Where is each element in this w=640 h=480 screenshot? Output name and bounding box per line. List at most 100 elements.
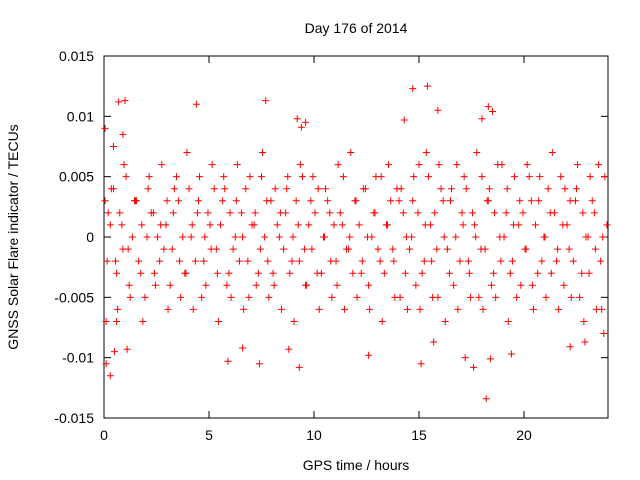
data-point <box>269 269 277 277</box>
data-point <box>450 281 458 289</box>
data-point <box>166 281 174 289</box>
data-point <box>506 269 514 277</box>
data-point <box>566 343 574 351</box>
data-point <box>115 98 123 106</box>
data-point <box>102 317 110 325</box>
data-point <box>259 149 267 157</box>
data-point <box>453 161 461 169</box>
data-point <box>542 293 550 301</box>
data-point <box>111 348 118 356</box>
data-point <box>378 317 386 325</box>
data-point <box>497 257 505 265</box>
data-point <box>120 161 128 169</box>
data-point <box>434 106 442 114</box>
data-point <box>516 197 524 205</box>
data-point <box>528 281 536 289</box>
data-point <box>559 221 567 229</box>
data-point <box>226 209 234 217</box>
y-tick-label: -0.005 <box>54 289 94 305</box>
data-point <box>250 221 258 229</box>
data-point <box>294 221 302 229</box>
data-point <box>256 245 264 253</box>
data-point <box>332 257 340 265</box>
y-tick-label: 0.015 <box>59 48 94 64</box>
data-point <box>475 293 483 301</box>
data-point <box>440 233 448 241</box>
data-point <box>469 209 477 217</box>
data-point <box>389 245 397 253</box>
data-point <box>452 233 460 241</box>
data-point <box>289 233 297 241</box>
y-tick-label: 0.005 <box>59 169 94 185</box>
data-point <box>422 149 430 157</box>
data-point <box>366 305 374 313</box>
data-point <box>553 257 561 265</box>
data-point <box>420 257 428 265</box>
data-point <box>231 233 239 241</box>
data-point <box>376 257 384 265</box>
data-point <box>470 363 478 371</box>
data-point <box>297 123 305 131</box>
data-point <box>517 281 525 289</box>
data-point <box>217 221 225 229</box>
data-point <box>107 185 115 193</box>
data-point <box>498 161 506 169</box>
data-point <box>428 257 436 265</box>
data-point <box>296 161 304 169</box>
data-point <box>580 317 588 325</box>
data-point <box>202 281 210 289</box>
data-point <box>459 221 467 229</box>
data-point <box>285 345 293 353</box>
data-point <box>433 245 441 253</box>
data-point <box>313 269 321 277</box>
data-point <box>261 233 269 241</box>
data-point <box>447 197 454 205</box>
data-point <box>403 305 411 313</box>
data-point <box>540 233 548 241</box>
data-point <box>538 257 546 265</box>
data-point <box>103 257 111 265</box>
data-point <box>139 317 147 325</box>
data-point <box>496 233 504 241</box>
data-point <box>224 357 232 365</box>
data-point <box>338 221 346 229</box>
data-point <box>245 293 253 301</box>
x-tick-label: 20 <box>516 427 532 443</box>
data-point <box>364 233 372 241</box>
data-point <box>399 209 407 217</box>
data-point <box>532 221 540 229</box>
data-point <box>302 118 310 126</box>
data-point <box>345 245 353 253</box>
data-point <box>536 173 544 181</box>
data-point <box>319 233 327 241</box>
data-point <box>185 185 193 193</box>
data-point <box>116 209 124 217</box>
data-point <box>417 360 425 368</box>
data-point <box>114 305 122 313</box>
data-point <box>151 281 159 289</box>
data-point <box>492 293 500 301</box>
data-point <box>507 350 515 358</box>
data-point <box>264 257 272 265</box>
data-point <box>244 257 252 265</box>
data-point <box>464 257 472 265</box>
data-point <box>415 161 423 169</box>
data-point <box>358 257 366 265</box>
data-point <box>286 269 294 277</box>
data-point <box>569 257 577 265</box>
data-point <box>262 97 270 105</box>
data-point <box>435 161 443 169</box>
data-point <box>301 245 309 253</box>
data-point <box>385 161 393 169</box>
data-point <box>233 161 241 169</box>
data-point <box>430 338 438 346</box>
y-tick-label: 0 <box>86 229 94 245</box>
data-point <box>288 257 296 265</box>
data-point <box>441 317 449 325</box>
data-point <box>591 245 599 253</box>
data-point <box>187 233 195 241</box>
data-point <box>192 100 200 108</box>
data-point <box>118 221 126 229</box>
data-point <box>137 269 145 277</box>
